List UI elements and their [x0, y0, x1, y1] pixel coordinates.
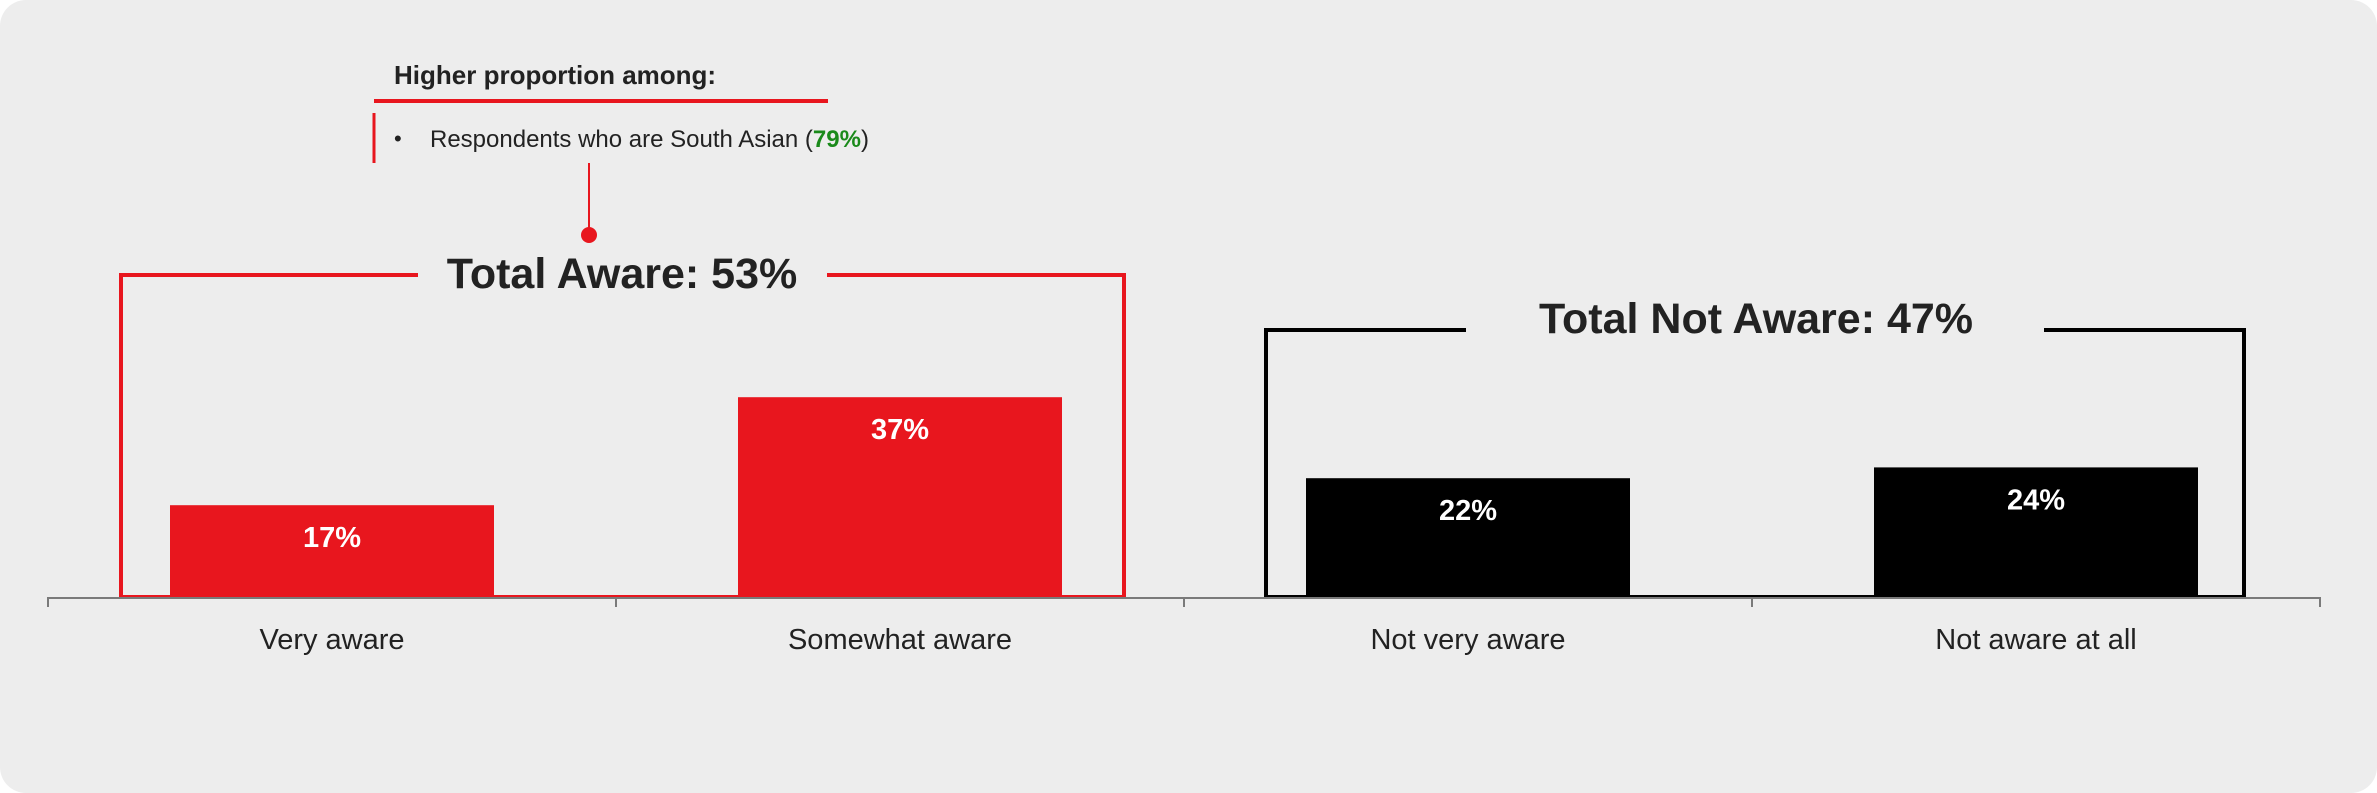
callout-item: Respondents who are South Asian (79%) — [430, 126, 869, 153]
category-label: Somewhat aware — [788, 624, 1012, 656]
bar-value-label: 24% — [2007, 484, 2065, 516]
category-labels: Very aware Somewhat aware Not very aware No… — [259, 624, 2136, 656]
x-axis-ticks — [47, 597, 2321, 607]
category-label: Not very aware — [1370, 624, 1565, 656]
total-not-aware-label: Total Not Aware: 47% — [1539, 295, 1973, 343]
bar-somewhat-aware — [738, 397, 1062, 597]
value-labels: 17% 37% 22% 24% — [303, 414, 2065, 554]
callout-heading: Higher proportion among: — [394, 60, 716, 90]
bar-value-label: 17% — [303, 522, 361, 554]
category-label: Not aware at all — [1935, 624, 2137, 656]
category-label: Very aware — [259, 624, 404, 656]
callout-item-value: 79% — [813, 126, 861, 153]
bar-value-label: 22% — [1439, 495, 1497, 527]
bars — [170, 397, 2198, 597]
total-aware-label: Total Aware: 53% — [447, 250, 798, 298]
bar-value-label: 37% — [871, 414, 929, 446]
bar-not-very-aware — [1306, 478, 1630, 597]
callout-item-close: ) — [861, 126, 869, 153]
bar-very-aware — [170, 505, 494, 597]
bar-not-aware-at-all — [1874, 467, 2198, 597]
callout-dot — [581, 227, 597, 243]
callout-item-text: Respondents who are South Asian ( — [430, 126, 813, 153]
callout-bullet: • — [394, 126, 402, 151]
